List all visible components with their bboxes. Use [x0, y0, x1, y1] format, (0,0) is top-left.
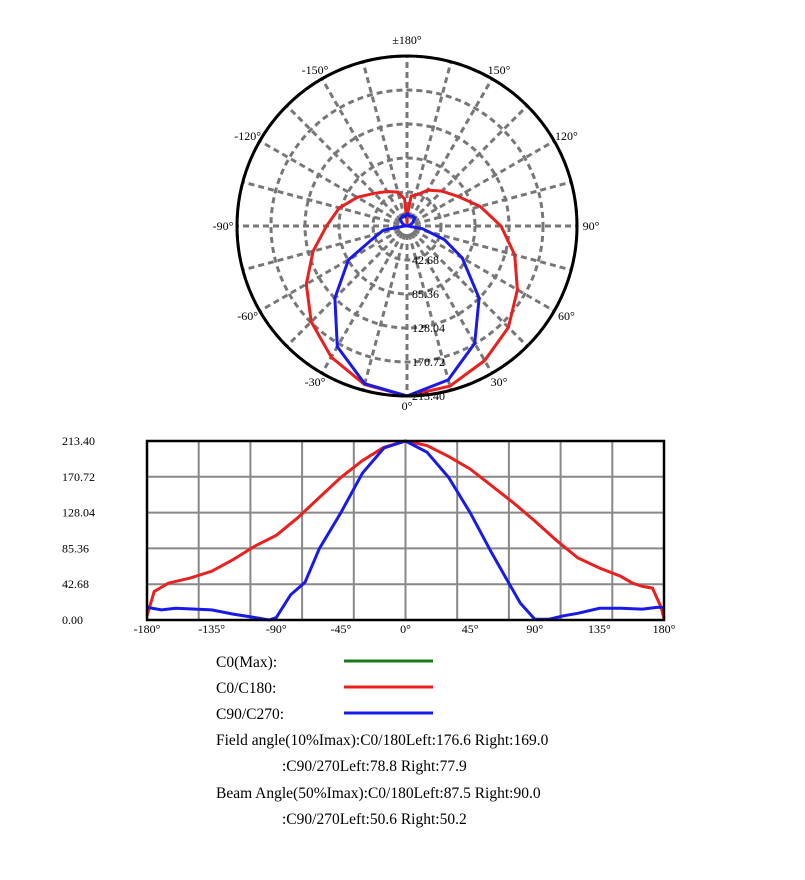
- polar-angle-label: -150°: [302, 63, 329, 77]
- polar-radial-label: 170.72: [412, 355, 445, 369]
- x-tick-label: -180°: [134, 622, 161, 636]
- polar-radial-label: 42.68: [412, 253, 439, 267]
- polar-series-c90-c270: [333, 212, 481, 398]
- polar-ring: [269, 88, 545, 364]
- polar-angle-label: -90°: [213, 219, 234, 233]
- field-angle-c90: :C90/270Left:78.8 Right:77.9: [282, 758, 467, 775]
- y-tick-label: 85.36: [62, 541, 89, 555]
- polar-spoke: [409, 78, 494, 220]
- polar-chart: ±180° 150° 120° 90° 60° 30° 0° -30° -60° -90° -120…: [213, 33, 600, 413]
- plot-frame: [145, 439, 666, 622]
- beam-angle-c0: Beam Angle(50%Imax):C0/180Left:87.5 Righ…: [216, 785, 541, 802]
- legend-label: C90/C270:: [216, 706, 284, 723]
- field-angle-c0: Field angle(10%Imax):C0/180Left:176.6 Ri…: [216, 732, 549, 749]
- x-tick-label: -45°: [330, 622, 351, 636]
- polar-radial-label: 85.36: [412, 287, 439, 301]
- line-series-c90-c270: [146, 439, 664, 622]
- polar-angle-label: ±180°: [392, 33, 422, 47]
- polar-angle-label: 60°: [558, 309, 575, 323]
- linear-chart: -180° -135° -90° -45° 0° 45° 90° 135° 180° 213.40…: [62, 434, 676, 636]
- polar-spoke: [320, 232, 405, 374]
- polar-angle-label: -120°: [234, 129, 261, 143]
- x-tick-label: 180°: [653, 622, 676, 636]
- polar-spoke: [285, 104, 403, 222]
- polar-spoke: [242, 226, 400, 272]
- polar-outer-circle: [235, 54, 579, 398]
- polar-angle-label: 30°: [491, 375, 508, 389]
- x-tick-label: -135°: [198, 622, 225, 636]
- y-tick-label: 128.04: [62, 506, 95, 520]
- polar-spoke: [414, 180, 572, 226]
- polar-angle-label: 120°: [555, 129, 578, 143]
- polar-spoke: [407, 61, 453, 219]
- polar-spoke: [414, 226, 572, 272]
- legend-label: C0(Max):: [216, 654, 277, 671]
- polar-series-c0-c180: [304, 188, 519, 398]
- beam-angle-c90: :C90/270Left:50.6 Right:50.2: [282, 811, 467, 828]
- polar-spoke: [361, 233, 407, 391]
- x-tick-label: 0°: [400, 622, 411, 636]
- polar-radial-label: 128.04: [412, 321, 445, 335]
- polar-spoke: [409, 232, 494, 374]
- x-tick-label: 90°: [526, 622, 543, 636]
- line-series-c0-c180: [145, 439, 666, 619]
- polar-spoke: [411, 104, 529, 222]
- polar-angle-label: 0°: [402, 399, 413, 413]
- polar-spoke: [320, 78, 405, 220]
- y-tick-label: 213.40: [62, 434, 95, 448]
- legend-label: C0/C180:: [216, 680, 276, 697]
- polar-spoke: [407, 233, 453, 391]
- y-tick-label: 0.00: [62, 613, 83, 627]
- y-tick-label: 42.68: [62, 577, 89, 591]
- polar-spoke: [259, 139, 401, 224]
- y-tick-label: 170.72: [62, 470, 95, 484]
- legend: C0(Max): C0/C180: C90/C270:: [216, 654, 433, 723]
- polar-spoke: [413, 139, 555, 224]
- x-tick-label: 45°: [462, 622, 479, 636]
- polar-spoke: [242, 180, 400, 226]
- polar-spoke: [413, 228, 555, 313]
- x-tick-label: -90°: [266, 622, 287, 636]
- polar-angle-label: 150°: [488, 63, 511, 77]
- polar-angle-label: -30°: [305, 375, 326, 389]
- polar-angle-label: 90°: [583, 219, 600, 233]
- x-tick-label: 135°: [588, 622, 611, 636]
- polar-radial-label: 213.40: [412, 389, 445, 403]
- polar-spoke: [259, 228, 401, 313]
- polar-angle-label: -60°: [237, 309, 258, 323]
- polar-spoke: [361, 61, 407, 219]
- polar-spoke: [285, 230, 403, 348]
